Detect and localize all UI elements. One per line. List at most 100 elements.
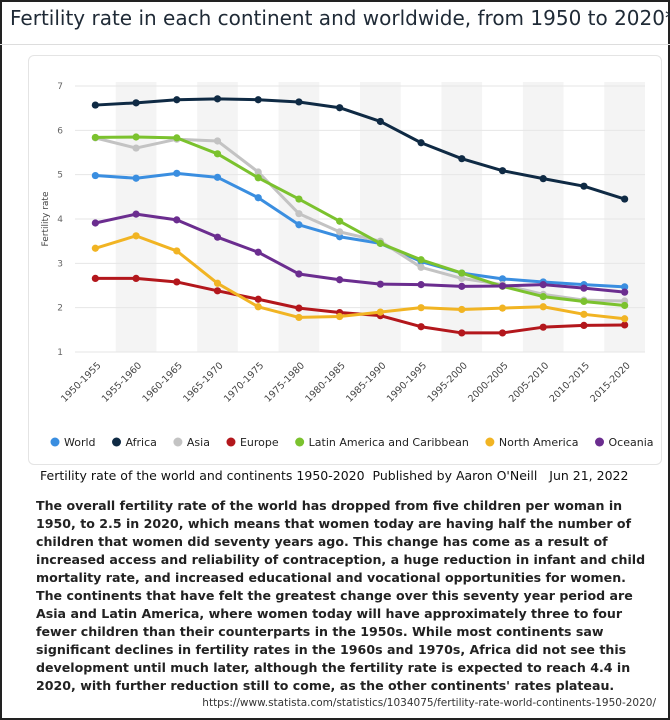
data-point: [417, 139, 425, 147]
legend-marker: [485, 437, 495, 447]
x-tick-label: 1970-1975: [222, 360, 266, 404]
data-point: [254, 248, 262, 256]
y-tick-label: 1: [57, 348, 63, 358]
data-point: [539, 292, 547, 301]
data-point: [132, 210, 140, 218]
series-line: [95, 171, 625, 289]
x-tick-label: 1990-1995: [385, 360, 429, 404]
legend-marker: [173, 437, 183, 447]
data-point: [458, 329, 466, 337]
data-point: [336, 312, 344, 321]
x-tick-label: 1960-1965: [141, 360, 185, 404]
legend-marker: [295, 437, 305, 447]
data-point: [336, 217, 344, 225]
data-point: [295, 304, 303, 312]
data-point: [376, 308, 384, 316]
data-point: [458, 155, 466, 163]
divider: [0, 44, 670, 45]
data-point: [417, 304, 425, 312]
data-point: [336, 276, 344, 284]
series-line: [95, 212, 625, 294]
data-point: [458, 274, 466, 283]
x-tick-label: 1955-1960: [100, 360, 144, 404]
series-line: [94, 234, 625, 321]
data-point: [173, 278, 181, 286]
data-point: [336, 104, 344, 112]
data-point: [213, 279, 222, 287]
x-tick-label: 1975-1980: [263, 360, 307, 404]
caption: Fertility rate of the world and continen…: [40, 468, 628, 483]
data-point: [132, 274, 140, 283]
y-tick-label: 2: [57, 304, 63, 314]
chart-title: Fertility rate in each continent and wor…: [10, 6, 670, 30]
legend-label: Latin America and Caribbean: [309, 436, 469, 449]
data-point: [254, 295, 262, 303]
data-point: [91, 274, 99, 283]
data-point: [376, 239, 384, 247]
data-point: [539, 323, 547, 331]
data-point: [132, 99, 140, 107]
publisher: Published by Aaron O'Neill: [372, 468, 538, 483]
data-point: [417, 323, 425, 331]
data-point: [173, 134, 181, 142]
data-point: [621, 283, 629, 291]
x-tick-label: 1985-1990: [344, 360, 388, 404]
series-line: [95, 135, 625, 307]
legend-label: Africa: [126, 436, 157, 449]
y-tick-label: 3: [57, 259, 63, 269]
legend-label: Oceania: [609, 436, 654, 449]
x-tick-label: 1980-1985: [303, 360, 347, 404]
data-point: [254, 96, 262, 104]
series-line: [95, 97, 626, 201]
chart-box: [28, 55, 662, 465]
y-tick-label: 4: [57, 215, 63, 225]
data-point: [539, 303, 547, 311]
data-point: [213, 137, 222, 145]
x-tick-label: 2015-2020: [588, 360, 632, 404]
band: [197, 82, 238, 352]
data-point: [417, 256, 425, 264]
band: [522, 82, 564, 352]
legend-marker: [226, 437, 236, 447]
data-point: [132, 232, 140, 240]
data-point: [132, 144, 140, 152]
data-point: [580, 284, 588, 292]
data-point: [458, 269, 466, 277]
data-point: [458, 305, 466, 314]
data-point: [295, 221, 303, 229]
data-point: [295, 98, 303, 106]
data-point: [173, 96, 181, 104]
data-point: [621, 315, 629, 323]
y-tick-label: 6: [57, 126, 63, 136]
legend-label: World: [64, 436, 96, 449]
data-point: [458, 282, 466, 290]
data-point: [580, 182, 588, 190]
data-point: [254, 168, 262, 176]
y-tick-label: 5: [57, 171, 63, 181]
caption-title: Fertility rate of the world and continen…: [40, 468, 365, 483]
data-point: [295, 195, 303, 203]
data-point: [254, 174, 262, 182]
data-point: [91, 219, 99, 227]
legend-label: Europe: [240, 436, 279, 449]
data-point: [295, 210, 303, 218]
data-point: [336, 228, 344, 236]
legend-marker: [112, 437, 122, 447]
data-point: [132, 174, 140, 182]
legend-label: Asia: [187, 436, 210, 449]
legend-marker: [50, 437, 60, 447]
data-point: [580, 310, 588, 318]
data-point: [173, 216, 181, 224]
data-point: [295, 270, 303, 278]
data-point: [91, 171, 99, 180]
data-point: [213, 95, 222, 103]
data-point: [376, 280, 384, 288]
data-point: [213, 233, 222, 241]
band: [604, 82, 645, 352]
source-url: https://www.statista.com/statistics/1034…: [202, 697, 656, 709]
description: The overall fertility rate of the world …: [36, 498, 646, 693]
data-point: [173, 169, 181, 177]
